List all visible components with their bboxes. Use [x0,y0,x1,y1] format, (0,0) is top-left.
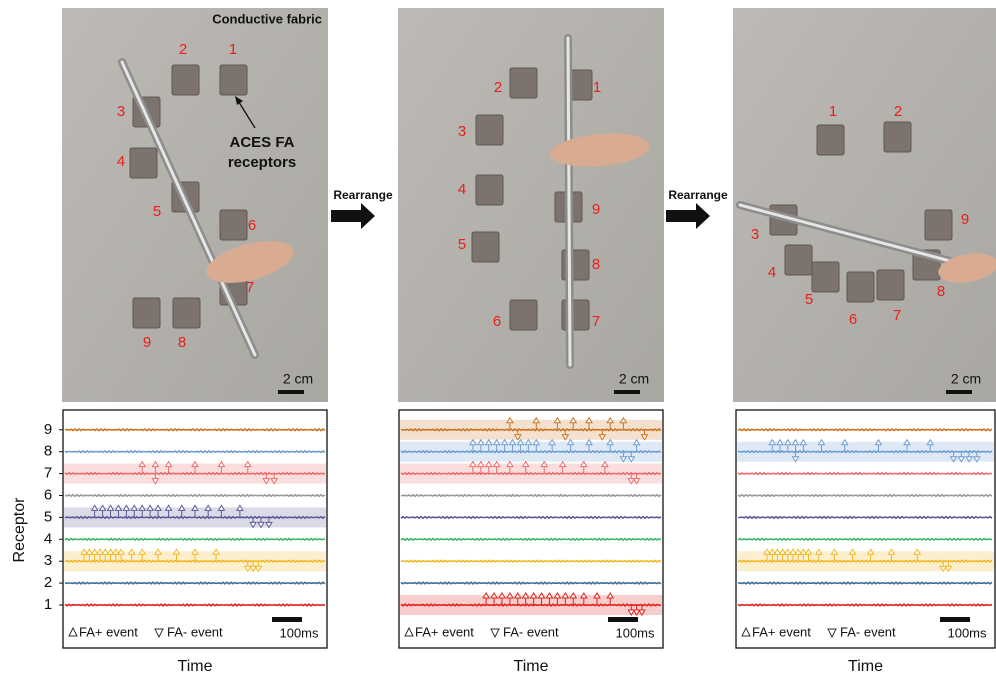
x-axis-label: Time [178,658,213,675]
y-tick-label: 6 [44,486,52,503]
scale-bar [278,390,304,394]
y-tick-label: 4 [44,530,52,547]
receptor-label: 6 [248,217,256,234]
scale-label: 2 cm [619,371,649,387]
scale-bar [946,390,972,394]
fabric-patch [925,210,952,240]
annotation: ACES FA [229,134,294,151]
x-axis-label: Time [514,658,549,675]
receptor-label: 7 [592,313,600,330]
time-scale-label: 100ms [947,625,987,640]
scale-label: 2 cm [951,371,981,387]
receptor-label: 3 [751,226,759,243]
time-scale-label: 100ms [615,625,655,640]
x-axis-label: Time [848,658,883,675]
y-tick-label: 1 [44,596,52,613]
scale-bar [614,390,640,394]
legend-minus: FA- event [167,624,223,639]
receptor-label: 2 [494,79,502,96]
fabric-patch [817,125,844,155]
y-tick-label: 5 [44,508,52,525]
receptor-label: 3 [458,123,466,140]
receptor-label: 6 [493,313,501,330]
trace [401,582,661,584]
scale-label: 2 cm [283,371,313,387]
fabric-patch [510,300,537,330]
receptor-label: 7 [893,307,901,324]
y-tick-label: 9 [44,421,52,438]
receptor-label: 5 [805,291,813,308]
receptor-label: 7 [246,279,254,296]
trace [401,451,661,453]
time-scale-bar [272,617,302,622]
trace [401,517,661,519]
fabric-patch [133,298,160,328]
annotation: receptors [228,154,296,171]
trace [65,451,325,453]
photo-title: Conductive fabric [212,11,322,26]
transition-arrow [331,203,375,229]
y-tick-label: 7 [44,465,52,482]
receptor-label: 9 [961,211,969,228]
y-tick-label: 2 [44,574,52,591]
receptor-label: 1 [593,79,601,96]
receptor-label: 8 [937,283,945,300]
receptor-label: 1 [229,41,237,58]
receptor-label: 2 [894,103,902,120]
receptor-label: 3 [117,103,125,120]
rod-highlight [568,38,570,365]
fabric-patch [476,175,503,205]
fabric-patch [884,122,911,152]
receptor-label: 6 [849,311,857,328]
fabric-patch [220,210,247,240]
fabric-patch [510,68,537,98]
receptor-label: 9 [592,201,600,218]
fabric-patch [877,270,904,300]
receptor-label: 8 [592,256,600,273]
y-axis-label: Receptor [11,497,28,563]
fabric-patch [785,245,812,275]
transition-label: Rearrange [333,188,393,202]
fabric-patch [130,148,157,178]
fabric-patch [172,65,199,95]
y-tick-label: 3 [44,552,52,569]
fabric-patch [173,298,200,328]
time-scale-bar [940,617,970,622]
fabric-patch [220,65,247,95]
legend-plus: FA+ event [752,624,811,639]
receptor-label: 4 [768,264,776,281]
receptor-label: 5 [153,203,161,220]
time-scale-bar [608,617,638,622]
receptor-label: 9 [143,334,151,351]
transition-arrow [666,203,710,229]
legend-plus: FA+ event [415,624,474,639]
y-tick-label: 8 [44,443,52,460]
plot-frame [63,410,327,648]
fabric-patch [812,262,839,292]
legend-minus: FA- event [503,624,559,639]
legend-minus: FA- event [840,624,896,639]
time-scale-label: 100ms [279,625,319,640]
receptor-label: 2 [179,41,187,58]
receptor-label: 4 [117,153,125,170]
receptor-label: 1 [829,103,837,120]
legend-plus: FA+ event [79,624,138,639]
photo [398,8,664,402]
receptor-label: 4 [458,181,466,198]
fabric-patch [472,232,499,262]
fabric-patch [476,115,503,145]
figure: 1 2 3 4 5 6 7 8 9 Conductive fabric ACES FA recepto… [0,0,996,677]
receptor-label: 8 [178,334,186,351]
transition-label: Rearrange [668,188,728,202]
fabric-patch [847,272,874,302]
receptor-label: 5 [458,236,466,253]
